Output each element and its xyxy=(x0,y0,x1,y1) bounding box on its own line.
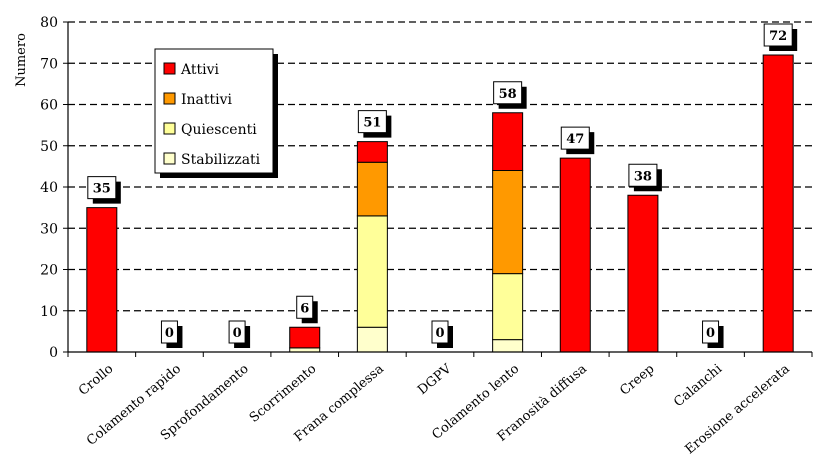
total-label-box xyxy=(628,163,658,187)
total-label-box xyxy=(296,295,314,319)
bar-segment-quiescenti xyxy=(356,215,388,328)
legend-label-inattivi: Inattivi xyxy=(181,92,233,108)
legend-swatch-attivi xyxy=(163,62,176,75)
total-label-box xyxy=(493,81,523,105)
total-label: 0 xyxy=(165,326,174,341)
bar-segment-stabilizzati xyxy=(492,339,524,353)
total-label-box xyxy=(160,320,178,344)
x-tick-label: Calanchi xyxy=(671,362,725,411)
y-tick-label: 20 xyxy=(40,263,58,279)
x-tick-label: Crollo xyxy=(76,361,117,398)
legend: Attivi Inattivi Quiescenti Stabilizzati xyxy=(154,48,278,178)
bar-segment-inattivi xyxy=(492,170,524,275)
bars xyxy=(86,54,794,353)
bar-segment-attivi xyxy=(627,194,659,353)
x-tick-label: DGPV xyxy=(415,361,455,398)
total-label-box xyxy=(560,126,590,150)
total-label: 47 xyxy=(566,132,584,147)
y-tick-label: 30 xyxy=(40,221,58,237)
bar-segment-stabilizzati xyxy=(289,347,321,353)
legend-swatch-inattivi xyxy=(163,92,176,105)
bar-segment-attivi xyxy=(492,112,524,171)
bar-segment-stabilizzati xyxy=(356,326,388,353)
legend-swatch-stabilizzati xyxy=(163,152,176,165)
y-tick-label: 40 xyxy=(40,180,58,196)
total-label-box xyxy=(87,176,117,200)
y-axis-label: Numero xyxy=(14,33,29,87)
total-label-box xyxy=(763,23,793,47)
total-label: 6 xyxy=(300,301,309,316)
x-tick-label: Creep xyxy=(617,362,657,399)
y-tick-label: 60 xyxy=(40,98,58,114)
total-label-box xyxy=(431,320,449,344)
y-tick-label: 80 xyxy=(40,15,58,31)
y-tick-label: 70 xyxy=(40,56,58,72)
total-label-box xyxy=(228,320,246,344)
bar-segment-quiescenti xyxy=(492,273,524,341)
bar-segment-attivi xyxy=(762,54,794,353)
legend-label-attivi: Attivi xyxy=(180,62,220,78)
bar-segment-attivi xyxy=(559,157,591,353)
bar-segment-attivi xyxy=(86,207,118,353)
total-label-box xyxy=(357,110,387,134)
bar-segment-inattivi xyxy=(356,161,388,217)
total-label-box xyxy=(702,320,720,344)
y-tick-label: 50 xyxy=(40,139,58,155)
legend-label-quiescenti: Quiescenti xyxy=(181,122,257,138)
total-label: 58 xyxy=(499,87,517,102)
total-label: 0 xyxy=(706,326,715,341)
bar-segment-attivi xyxy=(289,326,321,349)
total-label: 0 xyxy=(233,326,242,341)
total-labels: 35 0 0 6 51 0 58 47 38 0 72 xyxy=(87,23,798,348)
y-tick-label: 10 xyxy=(40,304,58,320)
legend-label-stabilizzati: Stabilizzati xyxy=(181,152,261,168)
total-label: 72 xyxy=(769,29,787,44)
total-label: 35 xyxy=(93,182,111,197)
total-label: 51 xyxy=(363,116,381,131)
total-label: 38 xyxy=(634,169,652,184)
x-tick-label: Scorrimento xyxy=(247,361,320,425)
total-label: 0 xyxy=(435,326,444,341)
y-tick-label: 0 xyxy=(49,345,58,361)
bar-segment-attivi xyxy=(356,141,388,163)
legend-swatch-quiescenti xyxy=(163,122,176,135)
